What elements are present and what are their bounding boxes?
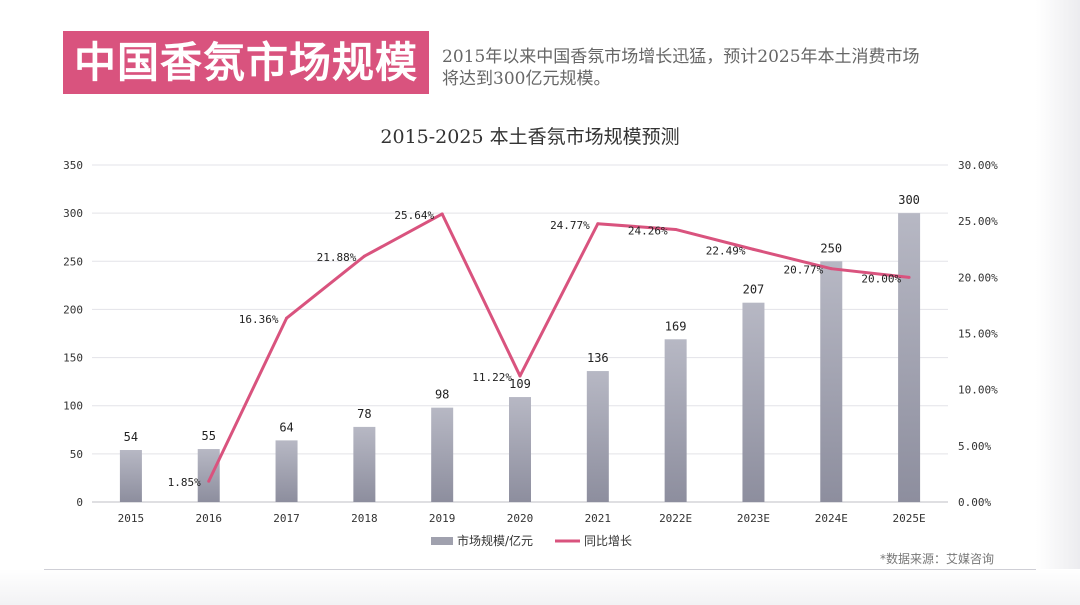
bar [509,397,531,502]
growth-value-label: 1.85% [168,476,201,489]
legend-bar-label: 市场规模/亿元 [457,533,533,548]
y-right-tick-label: 30.00% [958,159,998,172]
x-tick-label: 2019 [429,512,456,525]
data-labels: 54 55 64 78 98 109 136 169 207 250 300 1.85% 16.36% 2… [124,193,920,489]
y-left-tick-label: 100 [63,400,83,413]
growth-point [829,267,833,271]
axes: 0 50 100 150 200 250 300 350 0.00% 5.00% 10.00% 15.… [63,159,998,525]
legend: 市场规模/亿元 同比增长 [431,533,632,548]
legend-bar-swatch [431,537,453,545]
bar [664,339,687,502]
y-left-tick-label: 250 [63,255,83,268]
bar-value-label: 109 [509,377,531,391]
growth-value-label: 20.77% [784,264,824,277]
bar-value-label: 207 [743,283,765,297]
y-left-tick-label: 200 [63,303,83,316]
subtitle-line-2: 将达到300亿元规模。 [442,69,611,89]
y-left-tick-label: 0 [76,496,83,509]
bar-value-label: 55 [202,429,216,443]
bar [353,426,376,502]
bar [197,449,220,502]
growth-point [362,254,366,258]
bar-value-label: 98 [435,388,449,402]
x-tick-label: 2022E [659,512,692,525]
growth-value-label: 20.00% [861,272,901,285]
growth-value-label: 22.49% [706,244,746,257]
bar [898,213,921,502]
bar-series [119,213,921,502]
y-right-tick-label: 25.00% [958,215,998,228]
y-right-tick-label: 5.00% [958,440,991,453]
bar-value-label: 78 [357,407,371,421]
x-tick-label: 2018 [351,512,378,525]
bar [431,407,454,502]
data-source-note: *数据来源：艾媒咨询 [880,552,995,566]
legend-line-label: 同比增长 [584,534,632,548]
line-series [207,212,911,483]
growth-point [751,247,755,251]
x-tick-label: 2016 [195,512,222,525]
x-tick-label: 2024E [815,512,848,525]
y-left-tick-label: 50 [70,448,83,461]
growth-value-label: 11.22% [472,371,512,384]
growth-point [907,275,911,279]
bar-value-label: 300 [898,193,920,207]
growth-value-label: 24.26% [628,224,668,237]
y-left-tick-label: 350 [63,159,83,172]
y-left-tick-label: 150 [63,352,83,365]
bar [119,450,142,502]
x-tick-label: 2025E [893,512,926,525]
growth-point [207,479,211,483]
y-right-tick-label: 15.00% [958,328,998,341]
growth-value-label: 24.77% [550,219,590,232]
y-right-tick-label: 0.00% [958,496,991,509]
chart-title: 2015-2025 本土香氛市场规模预测 [380,126,679,148]
bar-value-label: 64 [279,420,293,434]
growth-point [674,227,678,231]
growth-point [285,316,289,320]
growth-value-label: 21.88% [317,251,357,264]
page-title: 中国香氛市场规模 [63,31,429,94]
bar [275,440,298,502]
growth-point [518,374,522,378]
x-tick-label: 2015 [118,512,145,525]
page-bottom-shade [0,569,1080,605]
growth-value-label: 16.36% [239,313,279,326]
x-tick-label: 2020 [507,512,534,525]
growth-point [440,212,444,216]
bar-value-label: 54 [124,430,138,444]
page-edge-shade [1036,0,1080,605]
bar [820,261,843,502]
y-right-tick-label: 10.00% [958,384,998,397]
growth-line [207,212,910,482]
footer-divider [44,569,1036,570]
growth-value-label: 25.64% [394,209,434,222]
x-tick-label: 2017 [273,512,300,525]
x-tick-label: 2021 [585,512,612,525]
page-subtitle: 2015年以来中国香氛市场增长迅猛，预计2025年本土消费市场 将达到300亿元… [442,46,1022,90]
bar [742,302,765,502]
y-left-tick-label: 300 [63,207,83,220]
bar [586,371,609,502]
subtitle-line-1: 2015年以来中国香氛市场增长迅猛，预计2025年本土消费市场 [442,47,920,67]
bar-value-label: 250 [820,241,842,255]
bar-value-label: 169 [665,319,687,333]
bar-value-label: 136 [587,351,609,365]
x-tick-label: 2023E [737,512,770,525]
growth-point [596,222,600,226]
y-right-tick-label: 20.00% [958,271,998,284]
